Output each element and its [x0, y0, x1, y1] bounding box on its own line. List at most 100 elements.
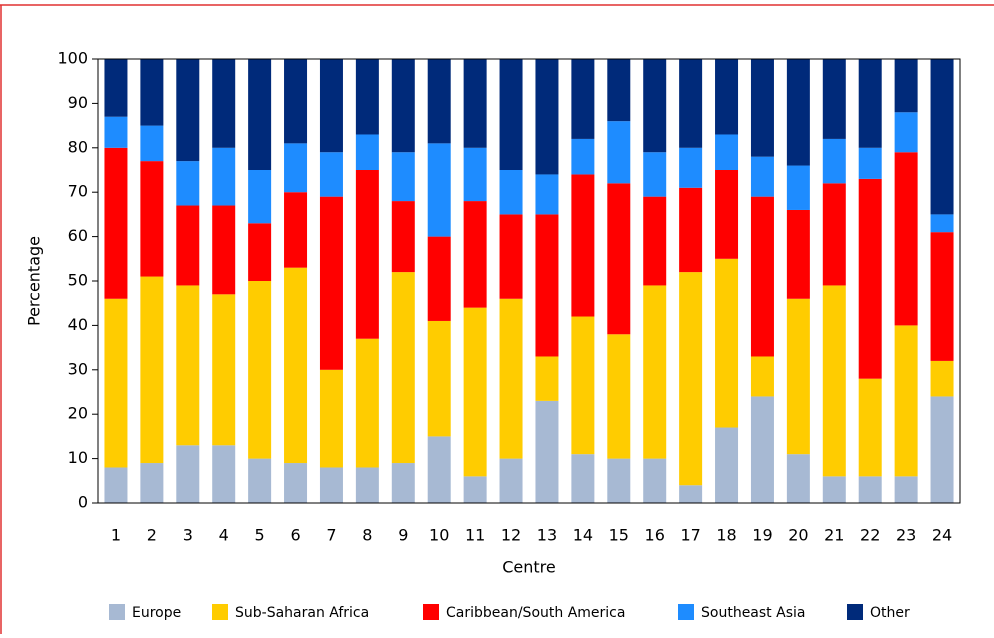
bar-segment [176, 205, 200, 286]
x-tick-label: 8 [362, 526, 372, 545]
bar-segment [750, 196, 774, 357]
bar-segment [930, 396, 954, 503]
x-tick-label: 15 [609, 526, 629, 545]
x-tick-label: 6 [290, 526, 300, 545]
bar-segment [248, 281, 272, 459]
bar-segment [355, 59, 379, 135]
bar-segment [786, 298, 810, 455]
bar-segment [391, 201, 415, 273]
bar-segment [822, 285, 846, 477]
bar-segment [104, 147, 128, 299]
bar-segment [463, 59, 487, 148]
x-tick-label: 20 [788, 526, 808, 545]
bar-segment [930, 360, 954, 397]
y-tick-label: 70 [68, 182, 88, 201]
x-tick-label: 5 [255, 526, 265, 545]
bar-segment [355, 170, 379, 339]
bar-segment [786, 454, 810, 503]
bar-segment [427, 320, 451, 437]
bar-segment [319, 196, 343, 370]
bar-segment [894, 152, 918, 326]
bar-segment [212, 147, 236, 206]
x-tick-label: 7 [326, 526, 336, 545]
bar-segment [319, 59, 343, 153]
bar-segment [571, 138, 595, 175]
x-tick-label: 21 [824, 526, 844, 545]
bar-segment [463, 476, 487, 503]
bar-segment [535, 356, 559, 401]
y-tick-label: 30 [68, 359, 88, 378]
x-tick-label: 2 [147, 526, 157, 545]
bar-segment [643, 458, 667, 503]
bar-segment [786, 165, 810, 210]
bar-segment [212, 205, 236, 295]
bar-segment [858, 476, 882, 503]
bar-segment [463, 147, 487, 202]
bar-segment [679, 485, 703, 503]
bar-segment [212, 445, 236, 503]
bar-segment [786, 209, 810, 299]
x-tick-label: 18 [716, 526, 736, 545]
bar-segment [715, 59, 739, 135]
plot-frame [97, 58, 961, 504]
bar-segment [104, 59, 128, 117]
bar-segment [104, 298, 128, 468]
bar-segment [822, 183, 846, 286]
bar-segment [499, 298, 523, 459]
bar-segment [319, 152, 343, 197]
bar-segment [750, 356, 774, 397]
bar-segment [894, 325, 918, 477]
bar-segment [679, 272, 703, 486]
bar-segment [858, 59, 882, 148]
legend-swatch [212, 604, 228, 620]
bar-segment [355, 467, 379, 503]
bar-segment [212, 294, 236, 446]
y-tick-label: 10 [68, 448, 88, 467]
bar-segment [643, 152, 667, 197]
bar-segment [104, 467, 128, 503]
bar-segment [248, 59, 272, 170]
legend-swatch [109, 604, 125, 620]
y-axis-label: Percentage [25, 236, 44, 326]
x-tick-label: 22 [860, 526, 880, 545]
bar-segment [499, 170, 523, 215]
bar-segment [319, 369, 343, 468]
bar-segment [140, 59, 164, 126]
y-tick-label: 80 [68, 137, 88, 156]
legend-label: Other [870, 605, 910, 621]
bar-segment [822, 138, 846, 184]
bar-segment [248, 223, 272, 281]
bar-segment [894, 59, 918, 113]
bar-segment [176, 59, 200, 162]
bar-segment [858, 147, 882, 179]
bar-segment [786, 59, 810, 166]
bar-segment [930, 214, 954, 233]
bar-segment [679, 187, 703, 273]
bar-segment [607, 183, 631, 335]
bar-segment [535, 59, 559, 175]
y-tick-label: 40 [68, 315, 88, 334]
x-tick-label: 3 [183, 526, 193, 545]
bar-segment [750, 59, 774, 157]
x-tick-label: 9 [398, 526, 408, 545]
bar-segment [607, 458, 631, 503]
bar-segment [284, 463, 308, 503]
x-axis-label: Centre [502, 558, 556, 577]
x-tick-label: 10 [429, 526, 449, 545]
bar-segment [284, 192, 308, 268]
bar-segment [463, 201, 487, 308]
bar-segment [140, 161, 164, 277]
bar-segment [679, 147, 703, 188]
bar-segment [355, 338, 379, 468]
legend-swatch [678, 604, 694, 620]
bar-segment [248, 458, 272, 503]
bar-segment [715, 134, 739, 170]
bar-segment [607, 334, 631, 459]
bar-segment [679, 59, 703, 148]
legend-label: Caribbean/South America [446, 605, 625, 621]
bar-segment [822, 476, 846, 503]
y-tick-label: 100 [57, 49, 88, 68]
x-tick-label: 24 [932, 526, 952, 545]
x-tick-label: 12 [501, 526, 521, 545]
